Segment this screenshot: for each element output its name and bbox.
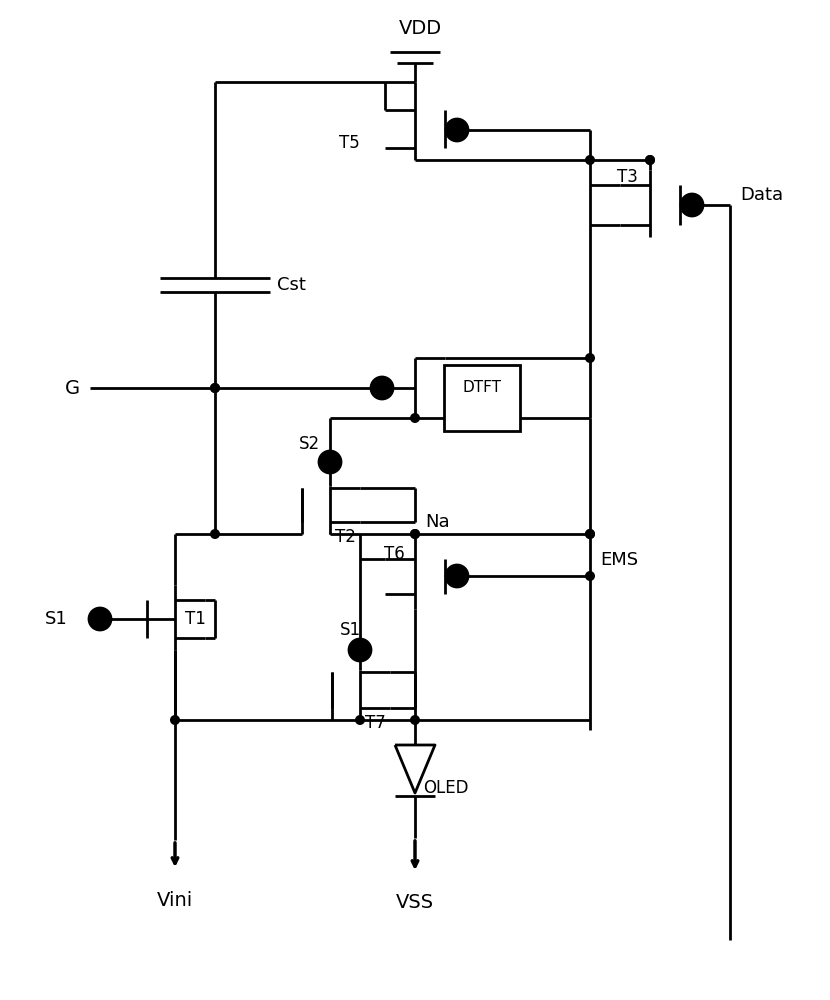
Text: Cst: Cst bbox=[277, 276, 306, 294]
Circle shape bbox=[319, 451, 341, 473]
Text: VSS: VSS bbox=[396, 894, 434, 912]
Text: T3: T3 bbox=[618, 168, 638, 186]
Circle shape bbox=[170, 715, 180, 725]
Circle shape bbox=[210, 383, 220, 393]
Text: G: G bbox=[65, 378, 81, 397]
Text: Na: Na bbox=[425, 513, 450, 531]
Circle shape bbox=[585, 571, 595, 581]
Circle shape bbox=[585, 529, 595, 539]
Text: S1: S1 bbox=[339, 621, 360, 639]
Circle shape bbox=[645, 155, 655, 165]
Circle shape bbox=[446, 119, 468, 141]
Circle shape bbox=[446, 565, 468, 587]
Circle shape bbox=[355, 715, 365, 725]
Circle shape bbox=[210, 383, 220, 393]
Text: EMS: EMS bbox=[600, 551, 638, 569]
Circle shape bbox=[645, 155, 655, 165]
Circle shape bbox=[585, 155, 595, 165]
FancyBboxPatch shape bbox=[444, 365, 520, 431]
Circle shape bbox=[89, 608, 111, 630]
Circle shape bbox=[410, 715, 420, 725]
Circle shape bbox=[681, 194, 703, 216]
Text: T1: T1 bbox=[185, 610, 206, 628]
Text: DTFT: DTFT bbox=[462, 380, 501, 395]
Text: T7: T7 bbox=[365, 714, 386, 732]
Text: S1: S1 bbox=[45, 610, 68, 628]
Text: VDD: VDD bbox=[398, 18, 442, 37]
Circle shape bbox=[410, 529, 420, 539]
Text: T6: T6 bbox=[384, 545, 405, 563]
Text: T2: T2 bbox=[335, 528, 356, 546]
Text: T5: T5 bbox=[339, 134, 360, 152]
Circle shape bbox=[349, 639, 371, 661]
Circle shape bbox=[585, 529, 595, 539]
Text: OLED: OLED bbox=[423, 779, 468, 797]
Text: Data: Data bbox=[740, 186, 784, 204]
Circle shape bbox=[585, 353, 595, 363]
Circle shape bbox=[410, 413, 420, 423]
Circle shape bbox=[210, 529, 220, 539]
Circle shape bbox=[371, 377, 393, 399]
Text: S2: S2 bbox=[299, 435, 320, 453]
Circle shape bbox=[410, 529, 420, 539]
Text: Vini: Vini bbox=[157, 890, 193, 910]
